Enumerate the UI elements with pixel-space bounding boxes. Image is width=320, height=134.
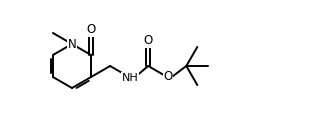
Text: NH: NH <box>122 73 139 83</box>
Text: O: O <box>164 70 173 83</box>
Text: N: N <box>68 38 76 51</box>
Text: O: O <box>86 23 96 36</box>
Text: O: O <box>144 34 153 47</box>
